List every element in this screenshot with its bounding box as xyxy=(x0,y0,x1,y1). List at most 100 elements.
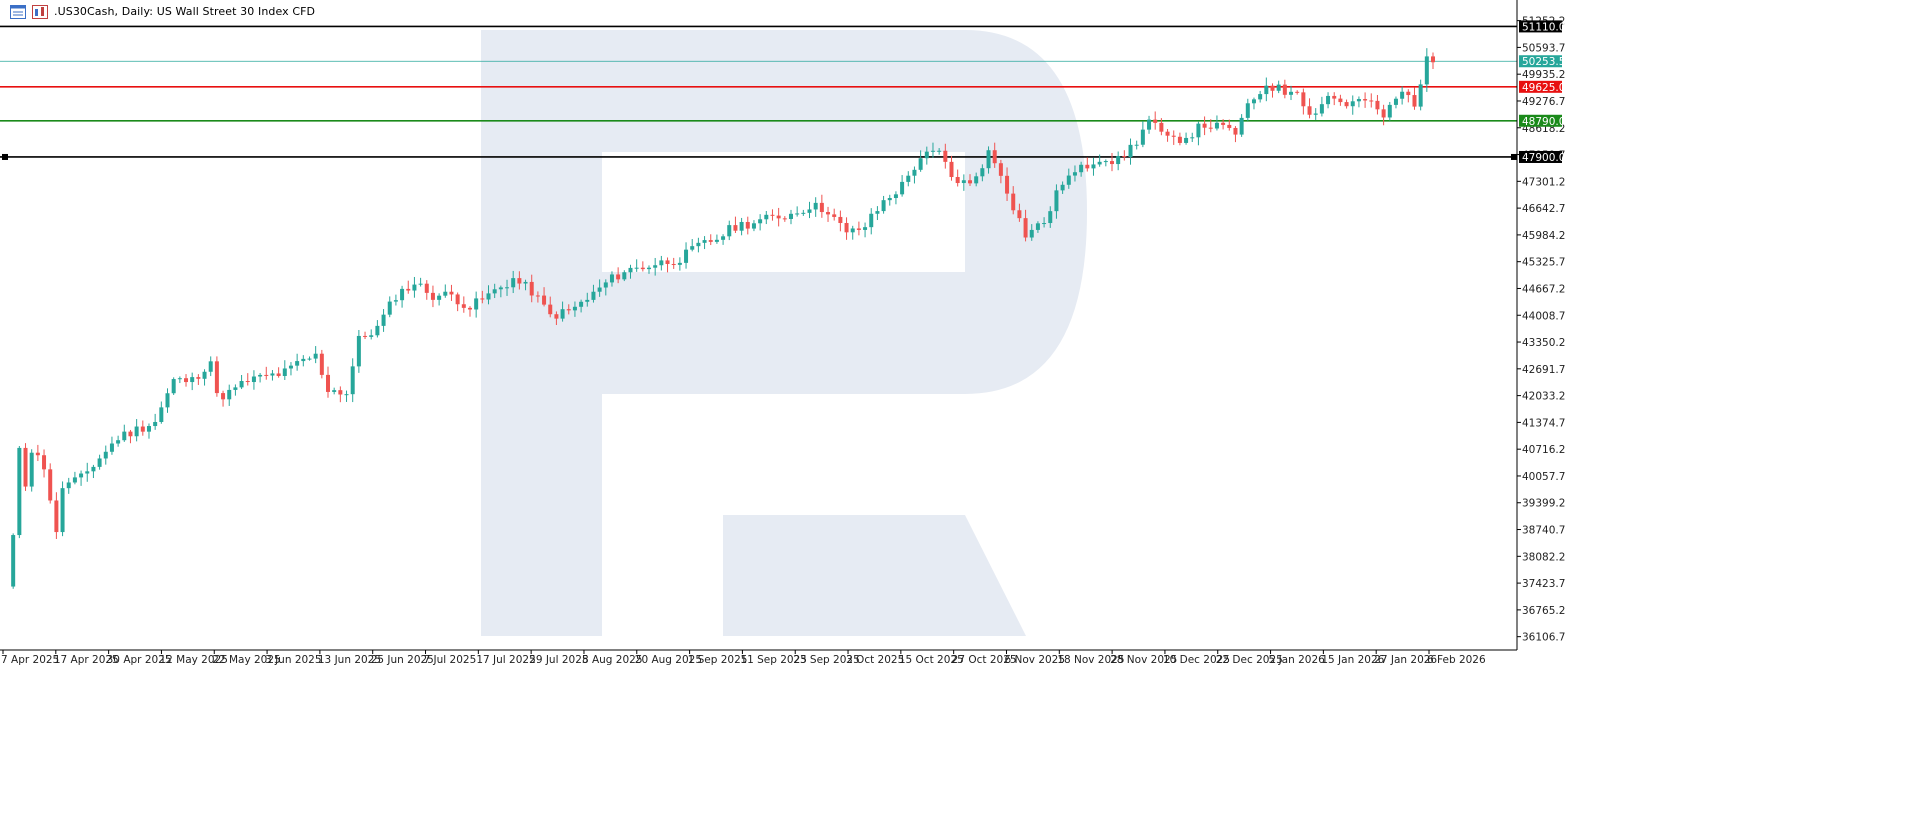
candle xyxy=(1134,140,1139,150)
price-tick-label: 38740.7 xyxy=(1522,525,1565,537)
candle-body xyxy=(622,272,627,280)
candle xyxy=(239,374,244,390)
candle-body xyxy=(826,212,831,215)
candle xyxy=(690,239,695,252)
candle xyxy=(1035,221,1040,233)
date-tick-label: 6 Feb 2026 xyxy=(1427,654,1486,666)
candle xyxy=(146,423,151,439)
price-tick-label: 43350.2 xyxy=(1522,337,1565,349)
candle-body xyxy=(881,200,886,212)
candle-body xyxy=(869,213,874,228)
candle xyxy=(702,236,707,250)
candle xyxy=(801,209,806,216)
candle xyxy=(875,206,880,221)
candle-body xyxy=(708,240,713,242)
candle-body xyxy=(850,228,855,233)
candle xyxy=(443,284,448,298)
candle xyxy=(542,287,547,307)
candle-body xyxy=(48,469,53,501)
candle xyxy=(177,376,182,384)
candle-body xyxy=(671,263,676,265)
candle xyxy=(1406,89,1411,103)
candle xyxy=(17,445,22,539)
candle-body xyxy=(1054,190,1059,212)
candle xyxy=(572,301,577,317)
candle xyxy=(640,261,645,272)
candle-body xyxy=(381,314,386,326)
candle-body xyxy=(1245,103,1250,118)
candle xyxy=(159,401,164,424)
candle xyxy=(424,280,429,300)
candle xyxy=(1393,96,1398,109)
candle-body xyxy=(1221,122,1226,125)
candle-body xyxy=(980,168,985,177)
candle-body xyxy=(856,228,861,230)
candle xyxy=(400,285,405,308)
candle xyxy=(505,279,510,296)
candle xyxy=(616,267,621,284)
candle xyxy=(1289,85,1294,101)
price-tick-label: 45984.2 xyxy=(1522,230,1565,242)
candle-body xyxy=(813,202,818,210)
date-tick-label: 5 Jan 2026 xyxy=(1269,654,1326,666)
candle-body xyxy=(937,150,942,152)
candle xyxy=(535,291,540,303)
candle xyxy=(375,320,380,338)
candle-body xyxy=(912,169,917,176)
candle-body xyxy=(844,222,849,233)
candle xyxy=(85,462,90,482)
candle-body xyxy=(214,361,219,394)
candle-body xyxy=(1344,102,1349,107)
candle-body xyxy=(863,227,868,230)
candle-body xyxy=(233,387,238,390)
candle xyxy=(332,387,337,395)
candle xyxy=(258,373,263,383)
candle-body xyxy=(1239,117,1244,135)
date-tick-label: 27 Jan 2026 xyxy=(1374,654,1437,666)
price-tick-label: 40057.7 xyxy=(1522,471,1565,483)
chart-menu-icon[interactable] xyxy=(10,4,26,19)
candle-body xyxy=(1005,175,1010,194)
candle-body xyxy=(1418,84,1423,107)
candle xyxy=(208,356,213,377)
candle-body xyxy=(1332,95,1337,99)
level-handle xyxy=(1511,153,1517,160)
candle-body xyxy=(992,150,997,164)
candle-body xyxy=(1147,119,1152,130)
candle-body xyxy=(1264,85,1269,95)
candle-body xyxy=(968,180,973,184)
candle-body xyxy=(437,295,442,300)
template-icon[interactable] xyxy=(32,4,48,19)
candle xyxy=(190,372,195,391)
candle-body xyxy=(1356,99,1361,102)
candle-body xyxy=(338,390,343,395)
date-tick-label: 17 Apr 2025 xyxy=(54,654,119,666)
candle xyxy=(122,424,127,442)
date-tick-label: 23 Sep 2025 xyxy=(793,654,860,666)
candle xyxy=(665,257,670,273)
price-tick-label: 36765.2 xyxy=(1522,605,1565,617)
candle xyxy=(344,390,349,402)
candle-body xyxy=(548,304,553,315)
date-tick-label: 15 Oct 2025 xyxy=(899,654,964,666)
candle-body xyxy=(696,242,701,247)
candle-body xyxy=(480,298,485,300)
candle xyxy=(887,194,892,206)
candle-body xyxy=(140,426,145,432)
candle xyxy=(1085,157,1090,172)
candle xyxy=(714,234,719,244)
candle-body xyxy=(517,278,522,284)
candle-body xyxy=(1085,164,1090,169)
candle xyxy=(492,283,497,299)
candle xyxy=(72,471,77,485)
candle-body xyxy=(677,262,682,265)
candle xyxy=(770,209,775,221)
price-tick-label: 39399.2 xyxy=(1522,498,1565,510)
level-label: 49625.0 xyxy=(1519,80,1565,94)
candle-body xyxy=(307,358,312,360)
candle-body xyxy=(1319,104,1324,114)
candle-body xyxy=(782,218,787,220)
candle-body xyxy=(406,288,411,291)
level-handle xyxy=(2,153,8,160)
